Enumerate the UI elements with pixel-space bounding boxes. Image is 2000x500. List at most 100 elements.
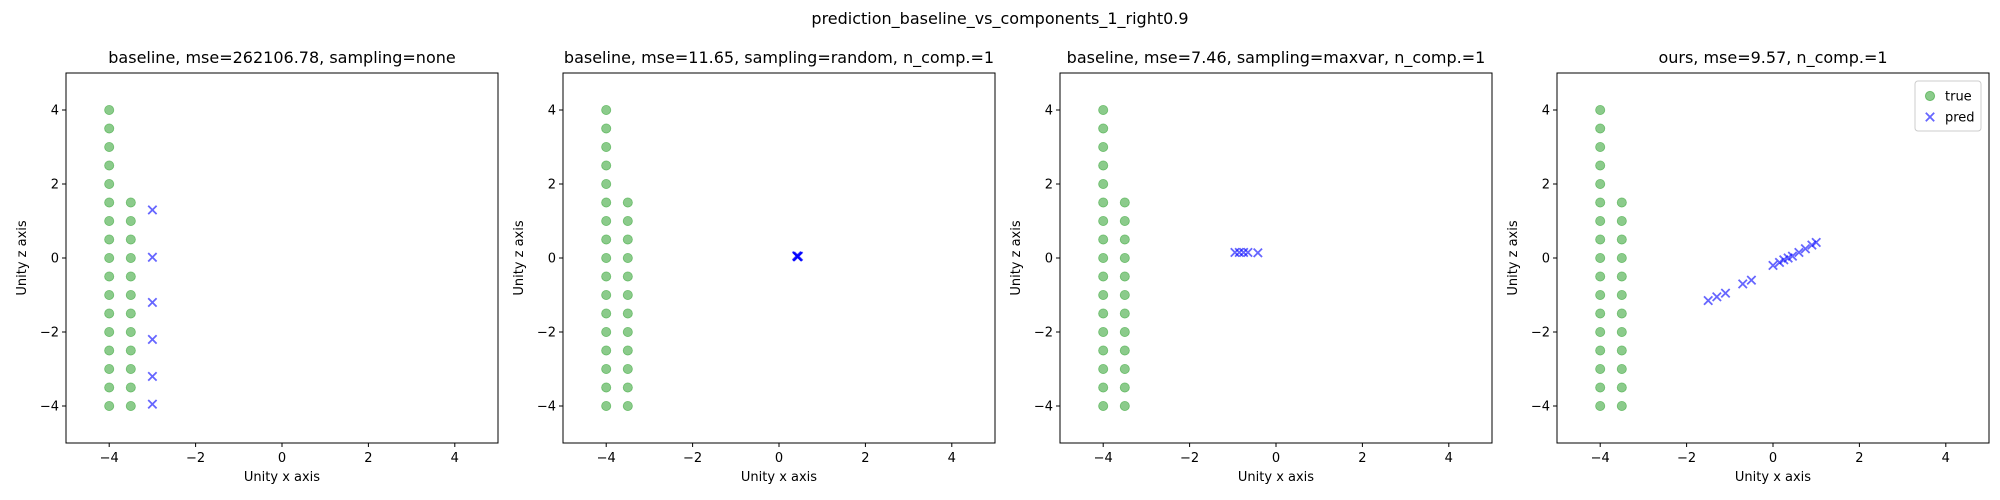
true-point — [1616, 400, 1627, 411]
true-point — [1119, 345, 1130, 356]
y-tick-label: 0 — [51, 252, 59, 267]
true-point — [104, 197, 115, 208]
true-point — [1595, 234, 1606, 245]
pred-point — [1768, 260, 1778, 271]
true-point — [1595, 345, 1606, 356]
true-point — [104, 400, 115, 411]
pred-point — [147, 371, 158, 382]
true-point — [104, 234, 115, 245]
true-point — [1119, 363, 1130, 374]
true-point — [622, 308, 633, 319]
y-tick-label: 4 — [548, 104, 556, 119]
y-tick-label: 2 — [1542, 178, 1550, 193]
true-point — [622, 400, 633, 411]
true-point — [125, 271, 136, 282]
y-tick-label: 2 — [548, 178, 556, 193]
true-point — [1119, 252, 1130, 263]
true-point — [125, 215, 136, 226]
true-point — [1595, 400, 1606, 411]
true-point — [622, 345, 633, 356]
x-tick-label: −2 — [186, 451, 205, 466]
pred-point — [1720, 288, 1731, 298]
x-tick-label: −4 — [1591, 451, 1610, 466]
x-axis-label: Unity x axis — [244, 470, 320, 485]
pred-point — [147, 297, 158, 308]
true-point — [104, 271, 115, 282]
true-point — [1595, 252, 1606, 263]
x-tick-label: −2 — [1677, 451, 1696, 466]
true-point — [622, 326, 633, 337]
true-point — [1595, 271, 1606, 282]
true-point — [1098, 160, 1109, 171]
true-point — [1119, 215, 1130, 226]
true-point — [622, 252, 633, 263]
pred-point — [1712, 292, 1722, 302]
true-point — [1595, 326, 1606, 337]
legend-label: pred — [1945, 111, 1975, 126]
subplot-title: ours, mse=9.57, n_comp.=1 — [1658, 48, 1887, 68]
true-point — [1098, 105, 1109, 116]
y-tick-label: 0 — [1542, 252, 1550, 267]
y-tick-label: 2 — [1045, 178, 1053, 193]
true-point — [1098, 215, 1109, 226]
pred-point — [1811, 237, 1822, 248]
true-point — [1616, 326, 1627, 337]
x-tick-label: −2 — [1180, 451, 1199, 466]
true-point — [601, 141, 612, 152]
pred-point — [147, 334, 158, 345]
subplot-3: baseline, mse=7.46, sampling=maxvar, n_c… — [1009, 48, 1493, 485]
true-point — [1595, 123, 1606, 134]
true-point — [104, 123, 115, 134]
legend: true pred — [1914, 80, 1982, 132]
true-point — [601, 160, 612, 171]
true-point — [104, 141, 115, 152]
true-point — [601, 178, 612, 189]
y-tick-label: −4 — [1531, 400, 1550, 415]
true-point — [104, 345, 115, 356]
true-point — [125, 197, 136, 208]
pred-point — [1800, 243, 1811, 254]
true-point — [601, 271, 612, 282]
true-point — [1098, 308, 1109, 319]
pred-point — [1746, 275, 1757, 286]
x-axis-label: Unity x axis — [1238, 470, 1314, 485]
true-point — [104, 308, 115, 319]
x-tick-label: −4 — [100, 451, 119, 466]
true-point — [622, 215, 633, 226]
true-point — [601, 252, 612, 263]
pred-point — [1807, 240, 1817, 250]
true-point — [601, 400, 612, 411]
true-point — [601, 215, 612, 226]
subplot-title: baseline, mse=11.65, sampling=random, n_… — [564, 48, 994, 68]
true-point — [104, 252, 115, 263]
y-tick-label: −4 — [1034, 400, 1053, 415]
true-point — [125, 382, 136, 393]
true-point — [1616, 215, 1627, 226]
x-tick-label: 0 — [1272, 451, 1280, 466]
true-point — [125, 363, 136, 374]
y-tick-label: 4 — [1045, 104, 1053, 119]
x-tick-label: 2 — [1855, 451, 1863, 466]
true-point — [622, 271, 633, 282]
figure-title: prediction_baseline_vs_components_1_righ… — [811, 9, 1188, 29]
true-point — [1119, 400, 1130, 411]
pred-point — [1737, 279, 1748, 289]
true-point — [1098, 123, 1109, 134]
x-axis-label: Unity x axis — [1735, 470, 1811, 485]
plot-area — [65, 72, 499, 444]
pred-point — [1774, 257, 1785, 268]
true-point — [1098, 252, 1109, 263]
true-point — [1119, 234, 1130, 245]
true-point — [1595, 197, 1606, 208]
true-point — [1119, 197, 1130, 208]
true-point — [104, 178, 115, 189]
x-tick-label: 2 — [364, 451, 372, 466]
true-point — [125, 308, 136, 319]
true-point — [125, 345, 136, 356]
true-point — [601, 197, 612, 208]
true-point — [1098, 141, 1109, 152]
true-point — [622, 289, 633, 300]
x-tick-label: 4 — [948, 451, 956, 466]
y-tick-label: −2 — [40, 326, 59, 341]
pred-point — [1787, 251, 1798, 261]
